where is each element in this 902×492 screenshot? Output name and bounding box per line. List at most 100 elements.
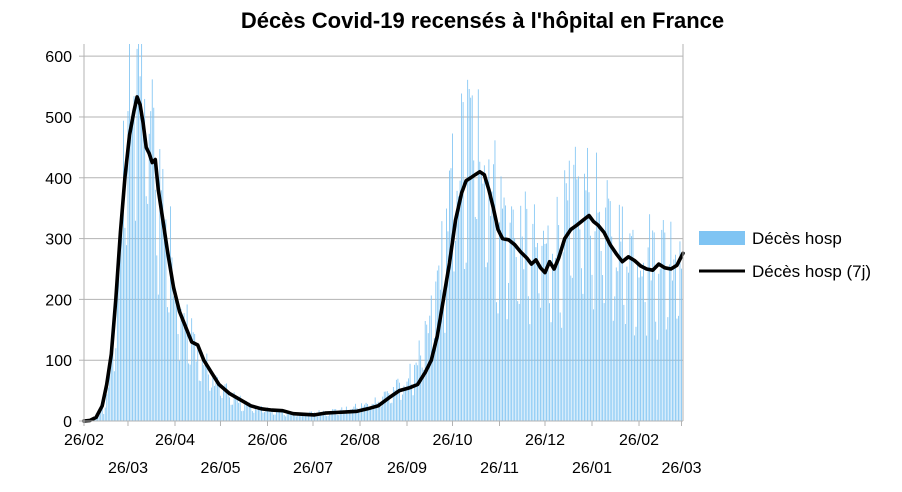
daily-bar (264, 412, 265, 421)
daily-bar (427, 333, 429, 421)
daily-bar (530, 261, 532, 421)
series-line-deces-hosp-7j (82, 95, 685, 423)
daily-bar (429, 315, 431, 421)
daily-bar (229, 397, 230, 421)
daily-bar (568, 160, 570, 421)
daily-bar (124, 227, 126, 421)
daily-bar (166, 307, 168, 421)
daily-bar (565, 183, 567, 421)
daily-bar (647, 247, 649, 421)
daily-bar (127, 111, 129, 421)
daily-bar (571, 277, 573, 421)
daily-bar (442, 304, 444, 421)
daily-bar (385, 391, 387, 421)
daily-bar (435, 281, 437, 421)
daily-bar (291, 412, 293, 421)
daily-bar (220, 395, 221, 421)
daily-bar (182, 315, 183, 421)
rolling-average-line (82, 95, 685, 423)
chart-title: Décès Covid-19 recensés à l'hôpital en F… (240, 8, 725, 33)
daily-bar (675, 254, 676, 421)
daily-bar (421, 367, 423, 421)
daily-bar (549, 303, 550, 421)
daily-bar (665, 329, 667, 421)
daily-bar (257, 408, 259, 421)
legend-bar-swatch (699, 231, 745, 245)
daily-bar (335, 409, 337, 421)
daily-bar (215, 375, 217, 421)
daily-bar (353, 406, 355, 421)
daily-bar (261, 406, 262, 421)
daily-bar (242, 410, 244, 421)
x-tick-label: 26/03 (661, 460, 701, 477)
daily-bar (623, 304, 625, 421)
daily-bar (477, 89, 479, 421)
daily-bar (656, 339, 658, 421)
daily-bar (643, 262, 644, 421)
daily-bar (232, 404, 234, 421)
daily-bar (653, 232, 655, 421)
daily-bar (576, 179, 578, 421)
daily-bar (270, 412, 271, 421)
daily-bar (541, 245, 543, 421)
daily-bar (482, 183, 484, 421)
daily-bar (271, 411, 273, 421)
daily-bar (402, 394, 403, 421)
daily-bar (188, 363, 190, 421)
daily-bar (345, 406, 347, 421)
daily-bar (608, 198, 610, 421)
daily-bar (476, 218, 478, 421)
daily-bar (274, 414, 276, 421)
daily-bar (593, 309, 594, 421)
x-tick-label: 26/08 (340, 432, 380, 449)
daily-bar (673, 259, 675, 421)
daily-bar (449, 170, 450, 421)
daily-bar (467, 79, 469, 421)
y-tick-label: 100 (45, 353, 72, 370)
daily-bar (527, 296, 529, 421)
daily-bar (185, 326, 187, 421)
daily-bar (379, 406, 381, 421)
daily-bar (323, 410, 325, 421)
x-tick-label: 26/09 (387, 460, 427, 477)
daily-bar (562, 252, 564, 421)
daily-bar (414, 364, 416, 421)
daily-bar (409, 363, 411, 421)
daily-bar (283, 414, 285, 421)
daily-bar (579, 229, 581, 421)
daily-bar (570, 275, 572, 421)
daily-bar (596, 152, 597, 421)
x-tick-label: 26/07 (293, 460, 333, 477)
daily-bar (153, 107, 155, 421)
daily-bar (681, 268, 682, 421)
daily-bar (650, 280, 652, 421)
daily-bar (474, 216, 476, 421)
daily-bar (662, 220, 664, 421)
daily-bar (453, 271, 455, 421)
daily-bar (344, 411, 346, 421)
daily-bar (555, 257, 557, 421)
daily-bar (295, 416, 297, 421)
daily-bar (324, 411, 326, 421)
daily-bar (532, 223, 534, 421)
daily-bar (341, 407, 343, 421)
daily-bar (626, 266, 628, 421)
daily-bar (620, 241, 622, 421)
daily-bar (259, 406, 261, 421)
daily-bar (511, 206, 513, 421)
daily-bar (468, 88, 470, 422)
daily-bar (180, 309, 182, 421)
daily-bar (649, 214, 651, 421)
daily-bar (186, 304, 188, 421)
daily-bar (515, 257, 517, 421)
daily-bar (397, 378, 399, 421)
daily-bar (574, 146, 576, 421)
daily-bar (411, 384, 412, 421)
daily-bar (462, 102, 464, 421)
daily-bar (276, 410, 278, 421)
daily-bar (218, 383, 220, 421)
daily-bar (641, 276, 643, 421)
daily-bar (367, 403, 368, 421)
daily-bar (526, 208, 528, 421)
